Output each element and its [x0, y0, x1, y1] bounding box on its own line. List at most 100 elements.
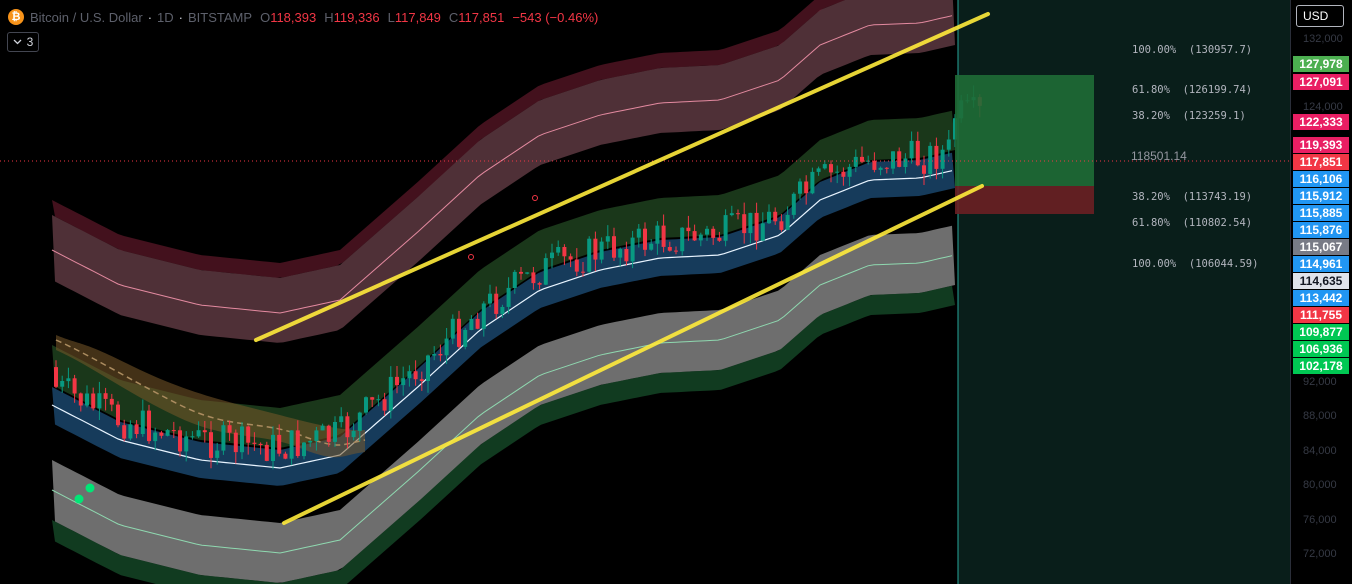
- candle-body: [773, 211, 778, 222]
- candle-body: [109, 398, 114, 405]
- candle-body: [500, 307, 505, 314]
- candle-body: [686, 227, 691, 232]
- candle-body: [605, 236, 610, 242]
- price-tick: 72,000: [1303, 548, 1337, 560]
- candle-body: [326, 425, 331, 442]
- candle-body: [506, 287, 511, 307]
- candle-body: [395, 376, 399, 386]
- low-value: 117,849: [394, 9, 441, 25]
- candle-body: [829, 164, 833, 173]
- close-label: C: [448, 9, 459, 25]
- candle-body: [60, 381, 65, 387]
- sell-signal-marker: [468, 254, 474, 260]
- currency-button[interactable]: USD: [1296, 5, 1344, 27]
- chart-pane[interactable]: ₿ Bitcoin / U.S. Dollar · 1D · BITSTAMP …: [0, 0, 1290, 584]
- candle-body: [351, 430, 356, 438]
- candle-body: [711, 228, 716, 238]
- upper-envelope-band: [52, 0, 955, 343]
- candle-body: [295, 430, 300, 456]
- symbol-name[interactable]: Bitcoin / U.S. Dollar: [30, 9, 143, 25]
- candle-body: [884, 167, 889, 169]
- candle-body: [388, 376, 393, 411]
- candle-body: [438, 354, 443, 356]
- candle-body: [264, 444, 269, 461]
- fib-level-label: 100.00% (106044.59): [1132, 258, 1259, 270]
- fib-level-label: 38.20% (123259.1): [1132, 110, 1246, 122]
- price-tag: 119,393: [1293, 137, 1349, 153]
- indicators-toggle-button[interactable]: 3: [7, 32, 39, 52]
- price-axis[interactable]: USD 132,000 124,000 92,000 88,000 84,000…: [1290, 0, 1352, 584]
- candle-body: [401, 378, 406, 386]
- candle-body: [525, 272, 530, 274]
- candle-body: [140, 410, 145, 434]
- upper-outer-band: [52, 0, 845, 278]
- candle-body: [556, 247, 561, 253]
- candle-body: [928, 145, 933, 174]
- symbol-legend[interactable]: ₿ Bitcoin / U.S. Dollar · 1D · BITSTAMP …: [8, 8, 598, 26]
- candle-body: [736, 213, 740, 215]
- fib-level-label: 100.00% (130957.7): [1132, 44, 1253, 56]
- candle-body: [531, 272, 536, 284]
- price-tag: 115,885: [1293, 205, 1349, 221]
- candle-body: [469, 318, 474, 330]
- high-value: 119,336: [333, 9, 380, 25]
- candle-body: [630, 237, 635, 262]
- candle-body: [339, 416, 344, 423]
- legend-separator: ·: [147, 9, 153, 25]
- candle-body: [252, 442, 257, 444]
- candle-body: [698, 234, 703, 241]
- candle-body: [946, 139, 951, 150]
- candle-body: [587, 238, 592, 272]
- candle-body: [897, 151, 902, 167]
- lower-envelope-line: [51, 255, 953, 554]
- lower-outer-band: [52, 285, 955, 584]
- fib-level-label: 61.80% (110802.54): [1132, 217, 1253, 229]
- candle-body: [72, 378, 77, 394]
- candle-body: [909, 140, 914, 159]
- candle-body: [116, 404, 120, 426]
- candle-body: [357, 412, 362, 431]
- candle-body: [822, 164, 827, 169]
- candle-body: [519, 271, 523, 274]
- candle-body: [202, 430, 207, 433]
- candle-body: [922, 165, 926, 174]
- candle-body: [841, 171, 846, 177]
- candle-body: [915, 140, 920, 166]
- candle-body: [457, 318, 461, 347]
- candle-body: [426, 355, 430, 381]
- change-value: −543 (−0.46%): [512, 9, 599, 25]
- candle-body: [134, 424, 139, 434]
- interval-label[interactable]: 1D: [157, 9, 174, 25]
- candle-body: [85, 393, 89, 406]
- candle-body: [692, 231, 697, 241]
- indicator-count: 3: [26, 35, 34, 49]
- candle-body: [748, 212, 753, 234]
- candle-body: [246, 426, 251, 443]
- candle-body: [289, 430, 294, 459]
- candle-body: [667, 247, 672, 251]
- candle-body: [568, 256, 573, 260]
- price-tick: 84,000: [1303, 445, 1337, 457]
- candle-body: [481, 303, 486, 329]
- candle-body: [159, 432, 164, 436]
- upper-trendline: [254, 12, 990, 342]
- candle-body: [804, 181, 809, 194]
- upper-envelope-line: [51, 15, 953, 314]
- candle-body: [450, 318, 455, 339]
- legend-separator: ·: [178, 9, 184, 25]
- candle-body: [655, 225, 660, 244]
- price-tag: 127,978: [1293, 56, 1349, 72]
- candle-body: [370, 397, 375, 400]
- candle-body: [785, 214, 790, 230]
- candle-body: [878, 167, 883, 170]
- candle-body: [314, 430, 319, 441]
- price-tag: 115,067: [1293, 239, 1349, 255]
- candle-body: [345, 416, 350, 438]
- candle-body: [612, 236, 616, 258]
- price-tick: 92,000: [1303, 376, 1337, 388]
- price-tag: 113,442: [1293, 290, 1349, 306]
- candle-body: [444, 338, 449, 356]
- price-chart[interactable]: [0, 0, 1290, 584]
- candle-body: [103, 393, 108, 399]
- candle-body: [277, 434, 282, 454]
